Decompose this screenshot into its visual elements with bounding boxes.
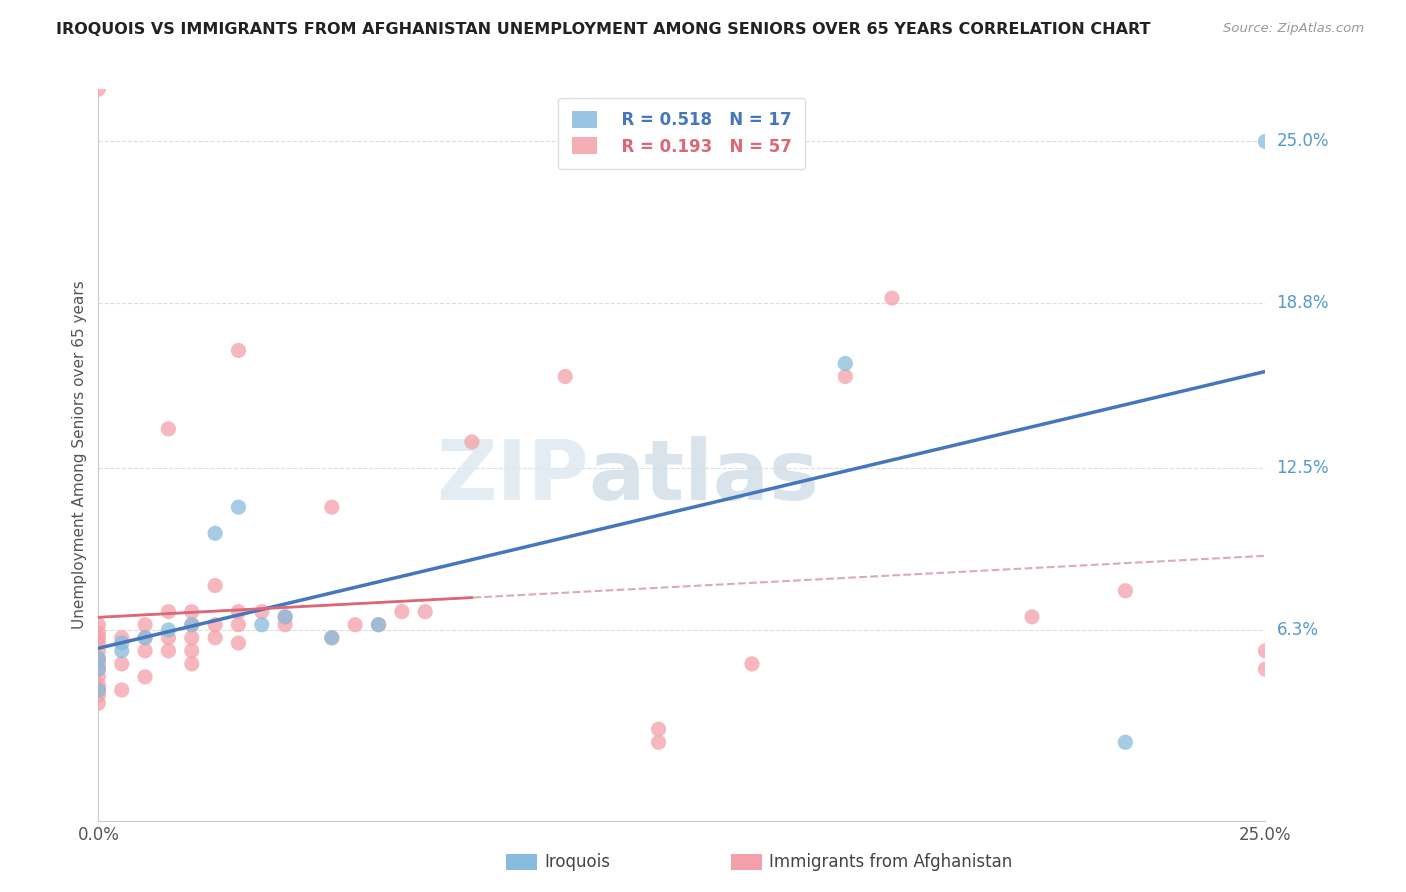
Text: ZIP: ZIP	[436, 436, 589, 517]
Y-axis label: Unemployment Among Seniors over 65 years: Unemployment Among Seniors over 65 years	[72, 281, 87, 629]
Legend:   R = 0.518   N = 17,   R = 0.193   N = 57: R = 0.518 N = 17, R = 0.193 N = 57	[558, 97, 806, 169]
Point	[413, 605, 436, 619]
Text: Immigrants from Afghanistan: Immigrants from Afghanistan	[769, 853, 1012, 871]
Point	[111, 683, 134, 698]
Point	[741, 657, 763, 671]
Point	[134, 670, 156, 684]
Point	[87, 683, 110, 698]
Point	[880, 291, 903, 305]
Point	[87, 678, 110, 692]
Point	[204, 617, 226, 632]
Point	[134, 631, 156, 645]
Point	[1114, 583, 1136, 598]
Point	[157, 623, 180, 637]
Point	[834, 369, 856, 384]
Text: Source: ZipAtlas.com: Source: ZipAtlas.com	[1223, 22, 1364, 36]
Point	[321, 631, 343, 645]
Point	[228, 636, 250, 650]
Point	[1021, 610, 1043, 624]
Point	[647, 735, 669, 749]
Point	[87, 683, 110, 698]
Point	[204, 578, 226, 592]
Point	[180, 617, 202, 632]
Point	[180, 644, 202, 658]
Point	[180, 631, 202, 645]
Point	[87, 662, 110, 676]
Point	[1254, 135, 1277, 149]
Point	[228, 343, 250, 358]
Point	[250, 605, 273, 619]
Point	[180, 657, 202, 671]
Point	[461, 434, 484, 449]
Point	[157, 644, 180, 658]
Point	[391, 605, 413, 619]
Point	[554, 369, 576, 384]
Point	[321, 631, 343, 645]
Point	[87, 688, 110, 702]
Text: 12.5%: 12.5%	[1277, 459, 1329, 477]
Text: Iroquois: Iroquois	[544, 853, 610, 871]
Point	[157, 422, 180, 436]
Text: atlas: atlas	[589, 436, 820, 517]
Point	[180, 617, 202, 632]
Point	[228, 500, 250, 515]
Point	[274, 617, 297, 632]
Point	[87, 651, 110, 665]
Point	[157, 631, 180, 645]
Point	[87, 662, 110, 676]
Point	[204, 631, 226, 645]
Point	[87, 631, 110, 645]
Point	[344, 617, 367, 632]
Point	[111, 636, 134, 650]
Point	[180, 605, 202, 619]
Point	[134, 631, 156, 645]
Point	[87, 651, 110, 665]
Point	[1114, 735, 1136, 749]
Text: 18.8%: 18.8%	[1277, 294, 1329, 312]
Text: 6.3%: 6.3%	[1277, 621, 1319, 639]
Text: IROQUOIS VS IMMIGRANTS FROM AFGHANISTAN UNEMPLOYMENT AMONG SENIORS OVER 65 YEARS: IROQUOIS VS IMMIGRANTS FROM AFGHANISTAN …	[56, 22, 1150, 37]
Point	[87, 696, 110, 710]
Point	[274, 610, 297, 624]
Point	[1254, 644, 1277, 658]
Point	[157, 605, 180, 619]
Text: 25.0%: 25.0%	[1277, 132, 1329, 151]
Point	[647, 723, 669, 737]
Point	[111, 657, 134, 671]
Point	[228, 605, 250, 619]
Point	[87, 636, 110, 650]
Point	[111, 631, 134, 645]
Point	[367, 617, 389, 632]
Point	[87, 644, 110, 658]
Point	[111, 644, 134, 658]
Point	[134, 617, 156, 632]
Point	[204, 526, 226, 541]
Point	[250, 617, 273, 632]
Point	[321, 500, 343, 515]
Point	[228, 617, 250, 632]
Point	[87, 617, 110, 632]
Point	[87, 670, 110, 684]
Point	[87, 82, 110, 96]
Point	[134, 644, 156, 658]
Point	[87, 625, 110, 640]
Point	[274, 610, 297, 624]
Point	[367, 617, 389, 632]
Point	[87, 657, 110, 671]
Point	[1254, 662, 1277, 676]
Point	[834, 356, 856, 371]
